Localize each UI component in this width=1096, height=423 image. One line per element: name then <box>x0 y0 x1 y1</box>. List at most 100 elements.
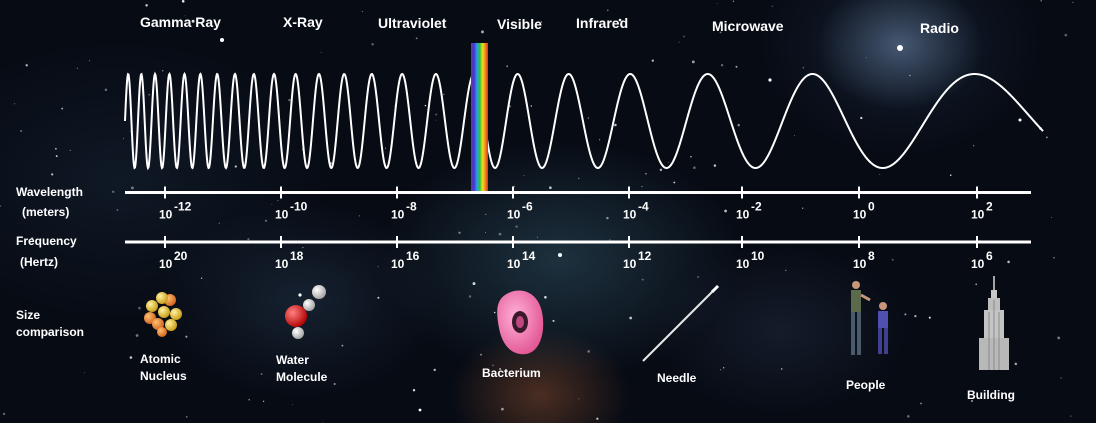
building-icon <box>979 276 1009 370</box>
wavelength-label: Wavelength <box>16 185 83 199</box>
star <box>111 190 115 194</box>
star <box>25 64 28 67</box>
star <box>737 123 740 127</box>
star <box>333 382 336 386</box>
star <box>691 60 695 64</box>
star <box>587 350 591 353</box>
star <box>104 88 108 92</box>
star <box>690 156 692 158</box>
star <box>485 213 487 215</box>
star <box>920 402 922 405</box>
star <box>55 148 57 150</box>
star <box>1018 118 1022 122</box>
star <box>435 113 438 116</box>
frequency-tick-exponent: 10 <box>751 249 765 263</box>
star <box>61 107 64 110</box>
star <box>14 103 16 105</box>
star <box>641 186 643 188</box>
star <box>697 276 699 278</box>
star <box>1060 377 1062 379</box>
star <box>544 296 547 299</box>
star <box>860 116 863 120</box>
star <box>480 353 482 356</box>
star <box>587 117 590 119</box>
star <box>130 186 134 190</box>
star <box>76 67 78 69</box>
star <box>802 207 804 209</box>
star <box>271 203 273 205</box>
star <box>277 200 279 202</box>
star <box>88 60 91 62</box>
frequency-tick-exponent: 14 <box>522 249 536 263</box>
size-item-building: Building <box>967 388 1015 402</box>
star <box>785 269 787 272</box>
people-icon <box>851 281 888 355</box>
star <box>794 134 795 136</box>
star <box>609 239 611 241</box>
band-label-visible: Visible <box>497 16 542 32</box>
star <box>802 67 804 69</box>
star <box>135 334 139 337</box>
frequency-tick-base: 10 <box>391 257 405 271</box>
star <box>298 293 302 297</box>
size-item-atomic-nucleus-line1: Atomic <box>140 352 181 366</box>
star <box>614 123 617 127</box>
star <box>148 93 151 96</box>
frequency-tick-base: 10 <box>159 257 173 271</box>
star <box>184 15 186 17</box>
star <box>668 162 670 163</box>
star <box>424 104 427 107</box>
frequency-tick-exponent: 18 <box>290 249 304 263</box>
frequency-tick-base: 10 <box>623 257 637 271</box>
star <box>3 412 6 415</box>
star <box>928 316 931 319</box>
star <box>145 4 148 7</box>
star <box>1007 260 1010 264</box>
star <box>1072 1 1074 3</box>
wavelength-tick-exponent: -6 <box>522 200 533 214</box>
wavelength-tick-base: 10 <box>853 208 867 222</box>
atomic-nucleus-icon <box>144 292 182 337</box>
star <box>530 105 533 107</box>
star <box>162 70 164 72</box>
star <box>1046 136 1048 139</box>
water-molecule-icon <box>285 285 326 339</box>
band-label-infrared: Infrared <box>576 15 628 31</box>
star <box>185 416 188 418</box>
star <box>904 313 907 316</box>
star <box>191 19 195 23</box>
star <box>578 398 580 400</box>
star <box>596 417 599 420</box>
size-item-atomic-nucleus-line2: Nucleus <box>140 369 187 383</box>
star <box>659 168 663 172</box>
star <box>485 231 487 233</box>
visible-spectrum-bar <box>471 43 488 191</box>
star <box>720 64 724 67</box>
star <box>909 74 911 77</box>
star <box>200 277 203 279</box>
star <box>45 331 49 335</box>
star <box>415 37 418 40</box>
star <box>248 398 250 401</box>
wavelength-tick-exponent: -12 <box>174 200 192 214</box>
wavelength-tick-exponent: 2 <box>986 200 993 214</box>
star <box>1053 256 1055 259</box>
frequency-tick-exponent: 8 <box>868 249 875 263</box>
star <box>879 173 881 175</box>
band-label-x-ray: X-Ray <box>283 14 323 30</box>
star <box>506 65 509 68</box>
star <box>412 388 416 392</box>
star <box>493 311 496 314</box>
star <box>51 173 54 176</box>
star <box>55 155 58 158</box>
needle-icon <box>642 284 720 362</box>
frequency-tick-exponent: 12 <box>638 249 652 263</box>
star <box>302 247 304 249</box>
star <box>247 238 250 241</box>
frequency-label: Frequency <box>16 234 77 248</box>
star <box>181 0 185 3</box>
wavelength-tick-exponent: -4 <box>638 200 649 214</box>
star <box>768 78 772 82</box>
star <box>897 45 903 51</box>
